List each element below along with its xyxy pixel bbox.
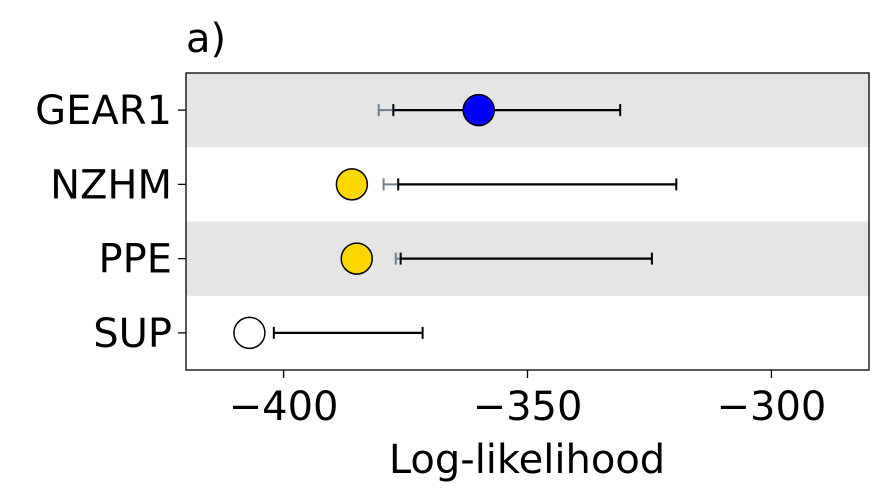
y-tick-label-ppe: PPE bbox=[98, 237, 172, 283]
point-ppe bbox=[340, 242, 373, 275]
y-tick-label-nzhm: NZHM bbox=[50, 162, 172, 208]
data-points bbox=[233, 93, 495, 350]
panel-label: a) bbox=[186, 16, 226, 62]
x-axis-label: Log-likelihood bbox=[389, 437, 665, 483]
y-axis: GEAR1 NZHM PPE SUP bbox=[35, 88, 186, 357]
y-tick-label-sup: SUP bbox=[93, 311, 172, 357]
point-sup bbox=[233, 316, 266, 350]
x-axis: −400 −350 −300 bbox=[229, 370, 826, 430]
x-tick-label-2: −300 bbox=[716, 384, 826, 430]
x-tick-label-0: −400 bbox=[229, 384, 339, 430]
x-tick-label-1: −350 bbox=[473, 384, 583, 430]
point-gear1 bbox=[462, 93, 495, 127]
point-nzhm bbox=[335, 168, 369, 201]
error-bars bbox=[272, 104, 678, 339]
y-tick-label-gear1: GEAR1 bbox=[35, 88, 172, 134]
